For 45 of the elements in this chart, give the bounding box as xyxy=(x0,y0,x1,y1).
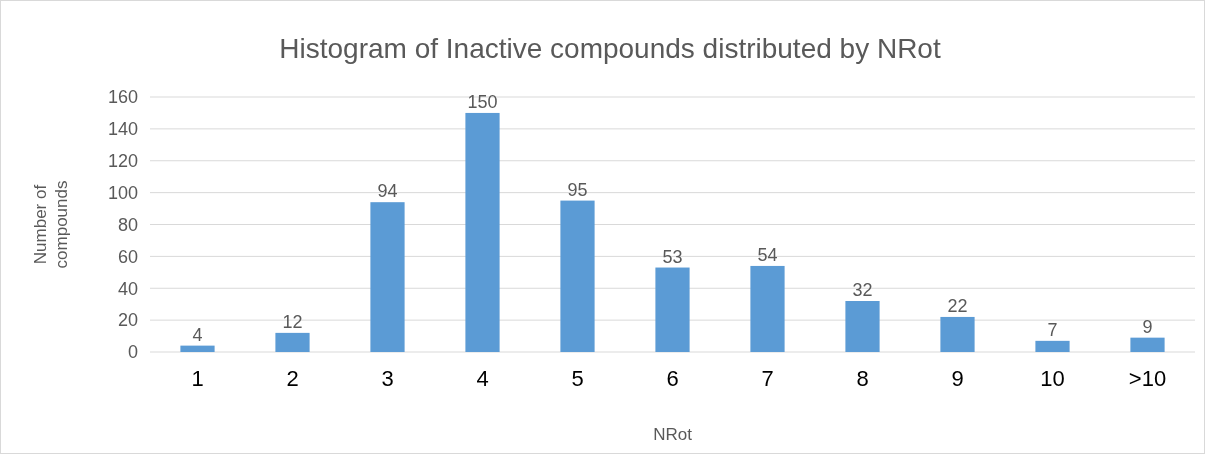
bar xyxy=(180,345,215,352)
chart-title: Histogram of Inactive compounds distributed by NRot xyxy=(279,33,941,64)
bar xyxy=(750,265,785,352)
data-label: 7 xyxy=(1047,319,1058,340)
x-tick-label: 9 xyxy=(951,366,964,391)
bar xyxy=(1035,340,1070,352)
x-tick-label: 1 xyxy=(191,366,204,391)
bar xyxy=(560,200,595,352)
data-label: 22 xyxy=(947,295,968,316)
data-label: 12 xyxy=(282,311,303,332)
y-tick-label: 20 xyxy=(117,310,138,331)
bar xyxy=(940,316,975,352)
x-tick-label: 4 xyxy=(476,366,489,391)
x-tick-label: 8 xyxy=(856,366,869,391)
y-tick-label: 160 xyxy=(107,87,138,108)
data-label: 95 xyxy=(567,179,588,200)
data-label: 94 xyxy=(377,181,398,202)
x-axis-title: NRot xyxy=(653,425,693,444)
bar xyxy=(845,301,880,352)
bar xyxy=(655,267,690,352)
y-tick-label: 0 xyxy=(127,342,138,363)
x-tick-label: 6 xyxy=(666,366,679,391)
y-tick-label: 40 xyxy=(117,278,138,299)
bar xyxy=(1130,337,1165,352)
data-label: 150 xyxy=(467,91,498,112)
y-tick-label: 140 xyxy=(107,119,138,140)
data-label: 9 xyxy=(1142,316,1153,337)
data-label: 4 xyxy=(192,324,203,345)
bar xyxy=(275,332,310,352)
data-label: 54 xyxy=(757,244,778,265)
bar xyxy=(370,202,405,352)
x-tick-label: 5 xyxy=(571,366,584,391)
x-tick-label: 7 xyxy=(761,366,774,391)
x-tick-label: 10 xyxy=(1040,366,1065,391)
x-tick-label: >10 xyxy=(1128,366,1167,391)
y-tick-label: 60 xyxy=(117,246,138,267)
x-tick-label: 2 xyxy=(286,366,299,391)
data-label: 53 xyxy=(662,246,683,267)
y-tick-label: 100 xyxy=(107,182,138,203)
bar xyxy=(465,112,500,352)
y-tick-label: 120 xyxy=(107,151,138,172)
x-tick-label: 3 xyxy=(381,366,394,391)
y-axis-title: Number of compounds xyxy=(31,180,71,269)
data-label: 32 xyxy=(852,280,873,300)
y-tick-label: 80 xyxy=(117,214,138,235)
